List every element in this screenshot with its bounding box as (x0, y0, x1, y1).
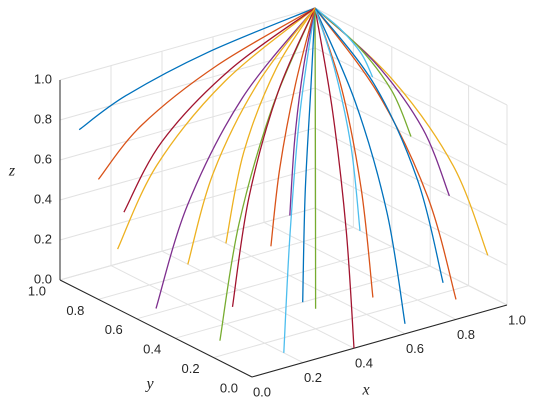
grid-line (59, 207, 316, 281)
trajectory (314, 7, 361, 231)
grid-line (136, 246, 392, 320)
trajectory (231, 7, 316, 307)
trajectory (97, 7, 316, 180)
trajectory (314, 7, 374, 78)
trajectory (155, 7, 316, 309)
y-tick-label: 0.4 (143, 342, 161, 357)
grid-line (161, 250, 355, 349)
z-tick-label: 1.0 (34, 71, 52, 86)
trajectory (314, 7, 451, 197)
axis-line (251, 304, 508, 378)
grid-line (110, 265, 304, 364)
trajectory (314, 7, 406, 324)
grid-line (314, 127, 508, 226)
trajectory (270, 7, 316, 247)
trajectory (314, 7, 355, 349)
z-tick-label: 0.8 (34, 111, 52, 126)
y-tick-label: 0.2 (182, 361, 200, 376)
trajectory (314, 7, 317, 309)
x-tick-label: 1.0 (508, 312, 526, 327)
grid-line (314, 167, 508, 266)
grid-line (314, 47, 508, 146)
grid-line (59, 127, 316, 201)
grid-line (263, 221, 457, 320)
trajectory (117, 7, 316, 250)
axis-line (59, 279, 253, 378)
trajectory (289, 7, 316, 216)
x-tick-label: 0.4 (355, 356, 373, 371)
z-tick-label: 0.6 (34, 151, 52, 166)
grid-line (59, 87, 316, 161)
z-tick-label: 0.2 (34, 231, 52, 246)
grid-line (212, 236, 406, 335)
trajectory (314, 7, 457, 300)
x-tick-label: 0.6 (406, 341, 424, 356)
grid-line (98, 226, 354, 300)
trajectory (78, 7, 316, 131)
grid-line (59, 47, 316, 121)
x-tick-label: 0.8 (457, 327, 475, 342)
y-tick-label: 1.0 (28, 283, 46, 298)
grid-line (314, 7, 508, 106)
z-axis-label: z (8, 163, 16, 180)
grid-line (314, 207, 508, 306)
y-axis-label: y (144, 376, 154, 393)
x-tick-label: 0.2 (304, 370, 322, 385)
trajectory (283, 7, 316, 353)
z-tick-label: 0.4 (34, 191, 52, 206)
trajectory (225, 7, 316, 244)
trajectory (123, 7, 316, 213)
trajectory (187, 7, 316, 265)
x-tick-label: 0.0 (253, 384, 271, 399)
y-tick-label: 0.6 (105, 322, 123, 337)
grid-line (59, 7, 316, 81)
trajectory (314, 7, 444, 283)
z-tick-label: 0.0 (34, 271, 52, 286)
y-tick-label: 0.8 (66, 303, 84, 318)
trajectory (302, 7, 316, 303)
y-tick-label: 0.0 (220, 380, 238, 395)
x-axis-label: x (361, 382, 369, 399)
grid-line (213, 285, 469, 359)
